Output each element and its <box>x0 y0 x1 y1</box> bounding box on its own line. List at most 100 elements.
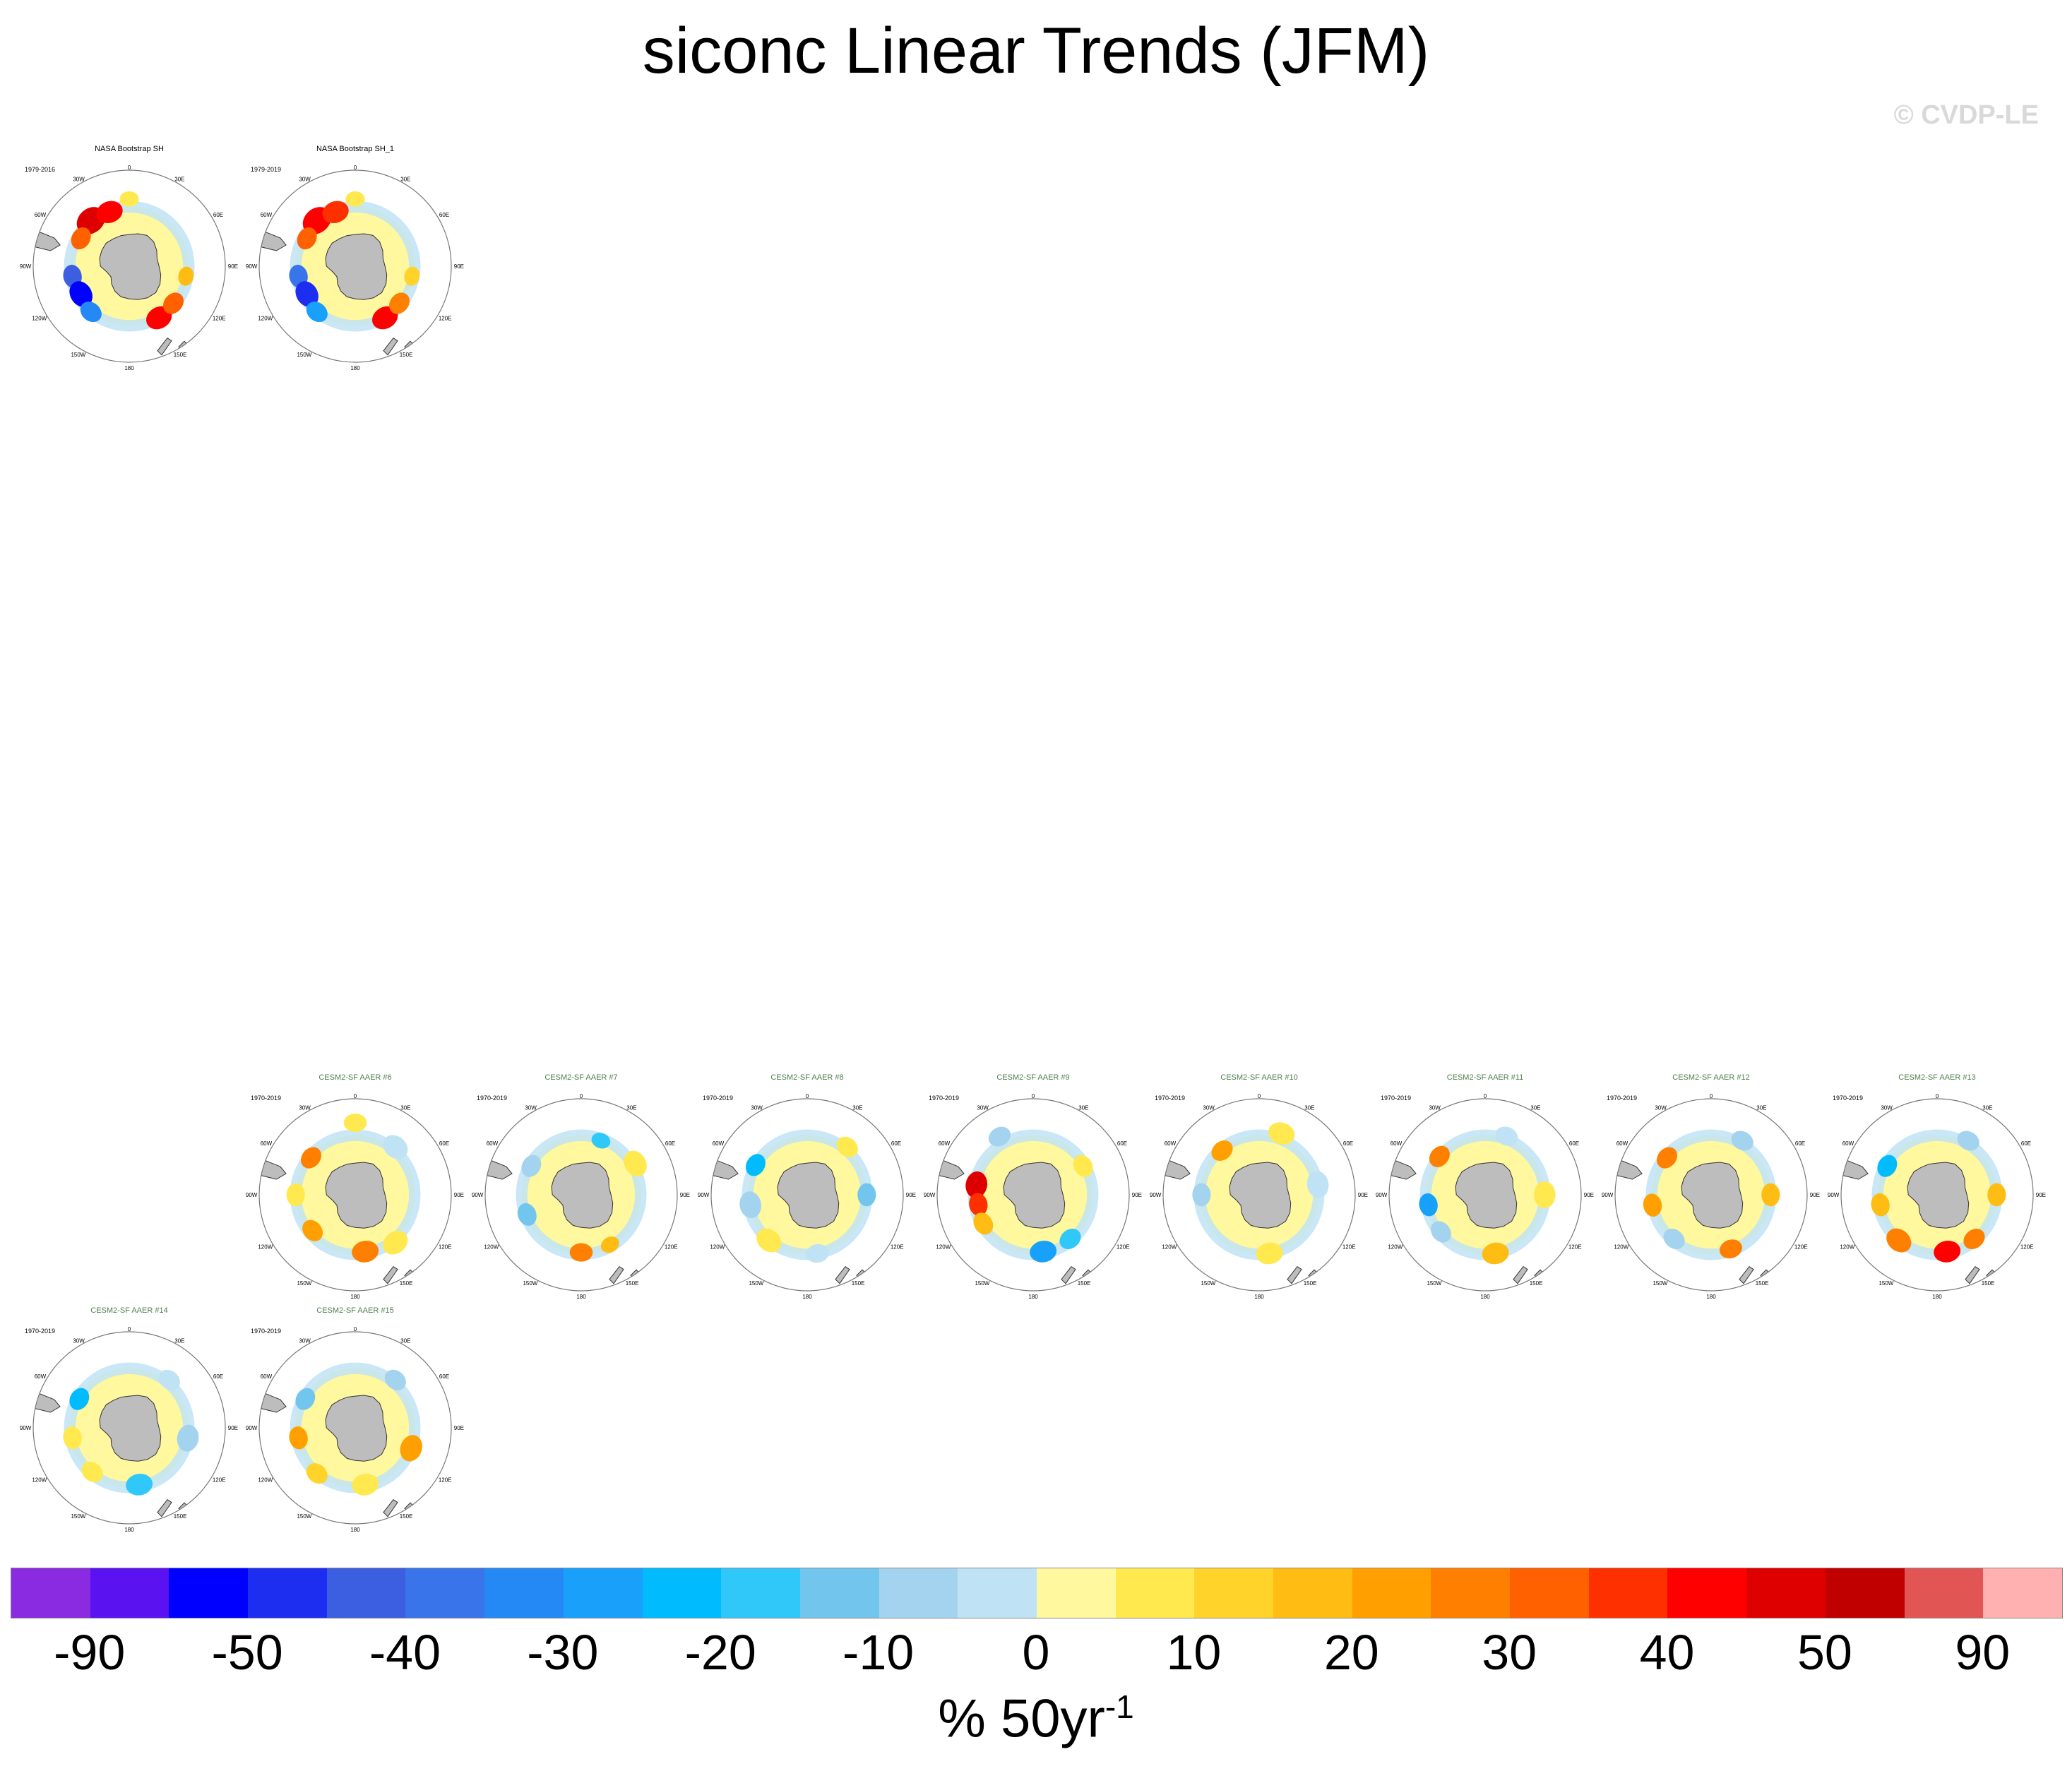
longitude-label: 60E <box>439 1140 449 1147</box>
trend-cell <box>836 1136 858 1157</box>
longitude-label: 120W <box>710 1244 725 1250</box>
longitude-label: 120E <box>439 315 452 321</box>
trend-cell <box>517 1203 537 1226</box>
longitude-label: 30E <box>1982 1104 1992 1111</box>
colorbar-units: % 50yr-1 <box>0 1688 2072 1749</box>
panel-title: NASA Bootstrap SH_1 <box>316 145 395 153</box>
map-panel: NASA Bootstrap SH 1979-2016 0 30E 60E 90E 120E… <box>20 145 238 378</box>
longitude-label: 90W <box>1602 1192 1614 1198</box>
polar-map: 0 30E 60E 90E 120E 150E 180 150W 120W 90W 60W 30W <box>20 1326 238 1533</box>
colorbar-swatch <box>1667 1568 1747 1618</box>
colorbar-swatch <box>405 1568 485 1618</box>
colorbar-tick-label: 40 <box>1639 1625 1695 1680</box>
colorbar-tick-label: 20 <box>1323 1625 1379 1680</box>
south-america-landmass <box>33 1390 61 1413</box>
colorbar-tick-label: 50 <box>1797 1625 1852 1680</box>
trend-cell <box>969 1193 988 1216</box>
longitude-label: 90E <box>454 1192 464 1198</box>
trend-cell <box>857 1183 876 1207</box>
longitude-label: 60W <box>261 1373 273 1380</box>
longitude-label: 150W <box>523 1280 537 1287</box>
polar-map: 0 30E 60E 90E 120E 150E 180 150W 120W 90W 60W 30W <box>472 1093 690 1300</box>
longitude-label: 120E <box>213 315 226 321</box>
antarctica-landmass <box>777 1162 840 1229</box>
longitude-label: 30E <box>174 1337 184 1344</box>
panel-title: CESM2-SF AAER #6 <box>318 1073 392 1082</box>
map-boundary <box>484 1098 678 1292</box>
colorbar-swatch <box>1904 1568 1984 1618</box>
antarctica-landmass <box>325 233 388 300</box>
longitude-label: 120W <box>258 315 273 321</box>
colorbar-tick-label: -40 <box>369 1625 441 1680</box>
longitude-label: 150E <box>400 352 413 358</box>
colorbar-swatch <box>879 1568 958 1618</box>
trend-cell <box>569 1243 593 1262</box>
panel-years: 1970-2019 <box>25 1328 56 1335</box>
longitude-label: 90E <box>2036 1192 2046 1198</box>
south-america-landmass <box>259 229 287 251</box>
colorbar-swatch <box>799 1568 879 1618</box>
polar-map: 0 30E 60E 90E 120E 150E 180 150W 120W 90W 60W 30W <box>246 1093 464 1300</box>
panel-years: 1979-2019 <box>251 166 282 173</box>
trend-cell <box>1306 1171 1329 1198</box>
panel-years: 1970-2019 <box>929 1095 960 1102</box>
new-zealand-landmass <box>1965 1266 1980 1284</box>
panel-title: CESM2-SF AAER #14 <box>90 1306 168 1315</box>
longitude-label: 0 <box>1484 1093 1487 1099</box>
map-boundary <box>1388 1098 1582 1292</box>
longitude-label: 60W <box>1616 1140 1629 1147</box>
new-zealand-landmass <box>1061 1266 1076 1284</box>
colorbar-swatch <box>563 1568 643 1618</box>
trend-cell <box>178 266 194 286</box>
map-field <box>1389 1126 1556 1284</box>
map-panel: CESM2-SF AAER #10 1970-2019 0 30E 60E 90E 120E… <box>1150 1073 1368 1306</box>
colorbar-tick-label: 90 <box>1955 1625 2011 1680</box>
trend-cell <box>1663 1229 1685 1250</box>
panel-title: CESM2-SF AAER #8 <box>770 1073 844 1082</box>
trend-cell <box>383 1230 408 1255</box>
longitude-label: 30E <box>1078 1104 1088 1111</box>
longitude-label: 90E <box>228 263 238 270</box>
trend-cell <box>69 1388 90 1410</box>
trend-cell <box>145 306 172 330</box>
longitude-label: 150W <box>71 1513 85 1520</box>
longitude-label: 150W <box>297 352 311 358</box>
trend-cell <box>404 266 420 286</box>
panel-title: CESM2-SF AAER #15 <box>316 1306 394 1315</box>
trend-cell <box>384 1369 406 1390</box>
map-field <box>1615 1129 1780 1284</box>
colorbar-swatch <box>1983 1568 2062 1618</box>
figure-title: siconc Linear Trends (JFM) <box>642 15 1430 87</box>
colorbar-swatch <box>90 1568 169 1618</box>
trend-cell <box>1192 1183 1211 1207</box>
colorbar-swatch <box>1588 1568 1668 1618</box>
antarctica-landmass <box>99 233 162 300</box>
longitude-label: 180 <box>1028 1294 1038 1300</box>
longitude-label: 120W <box>484 1244 499 1250</box>
map-boundary <box>1614 1098 1808 1292</box>
map-panel: CESM2-SF AAER #11 1970-2019 0 30E 60E 90E 120E… <box>1376 1073 1594 1306</box>
longitude-label: 60W <box>261 1140 273 1147</box>
longitude-label: 120W <box>1840 1244 1854 1250</box>
colorbar-swatch <box>11 1568 90 1618</box>
longitude-label: 150E <box>174 1513 187 1520</box>
colorbar-tick-label: -90 <box>54 1625 126 1680</box>
trend-cell <box>1877 1155 1898 1177</box>
colorbar-tick-label: -20 <box>684 1625 756 1680</box>
trend-cell <box>289 1426 308 1450</box>
map-panel: CESM2-SF AAER #6 1970-2019 0 30E 60E 90E 120E 1… <box>246 1073 464 1306</box>
trend-cell <box>119 191 139 207</box>
longitude-label: 150W <box>1879 1280 1893 1287</box>
polar-map: 0 30E 60E 90E 120E 150E 180 150W 120W 90W 60W 30W <box>1150 1093 1368 1300</box>
south-america-landmass <box>1615 1157 1643 1180</box>
panel-title: CESM2-SF AAER #12 <box>1672 1073 1750 1082</box>
map-field <box>937 1126 1099 1284</box>
polar-map: 0 30E 60E 90E 120E 150E 180 150W 120W 90W 60W 30W <box>20 165 238 371</box>
panel-years: 1970-2019 <box>703 1095 734 1102</box>
panel-title: NASA Bootstrap SH <box>95 145 164 153</box>
polar-map: 0 30E 60E 90E 120E 150E 180 150W 120W 90W 60W 30W <box>1376 1093 1594 1300</box>
trend-cell <box>352 1240 379 1263</box>
trend-cell <box>1656 1147 1677 1169</box>
map-field <box>33 1362 199 1517</box>
longitude-label: 120E <box>891 1244 904 1250</box>
